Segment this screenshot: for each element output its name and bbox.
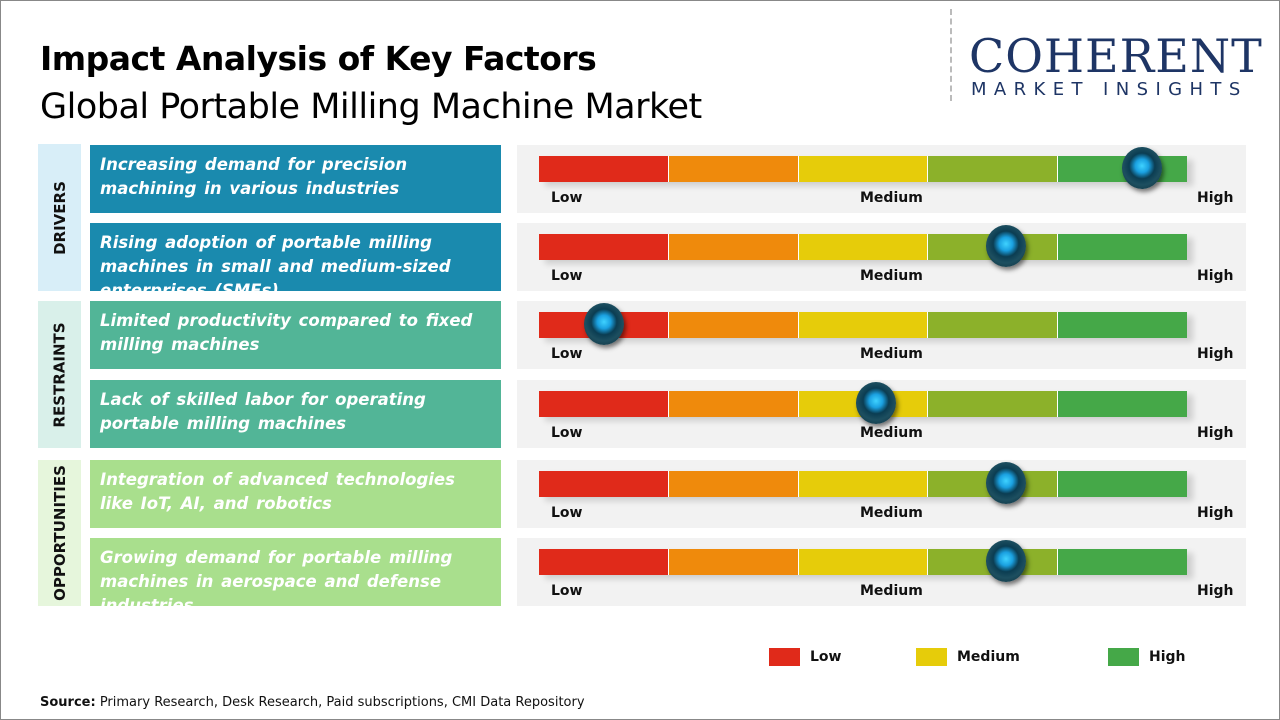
gauge-segment xyxy=(928,312,1059,338)
legend-swatch xyxy=(916,648,947,666)
legend-label: High xyxy=(1149,649,1186,665)
gauge-segment xyxy=(1058,471,1187,497)
gauge-segment xyxy=(668,312,799,338)
category-drivers: DRIVERS xyxy=(38,144,81,291)
gauge-segment xyxy=(798,234,929,260)
legend-label: Medium xyxy=(957,649,1020,665)
gauge-bar xyxy=(539,471,1187,497)
scale-label: Low xyxy=(551,425,583,441)
scale-label: High xyxy=(1197,268,1234,284)
impact-marker xyxy=(855,382,896,424)
impact-marker xyxy=(985,225,1026,267)
impact-marker xyxy=(985,540,1026,582)
gauge-segment xyxy=(539,549,669,575)
scale-label: Low xyxy=(551,190,583,206)
gauge-bar xyxy=(539,549,1187,575)
category-label: DRIVERS xyxy=(50,180,69,255)
scale-label: Medium xyxy=(860,268,923,284)
gauge-segment xyxy=(668,156,799,182)
gauge-segment xyxy=(539,391,669,417)
scale-label: High xyxy=(1197,190,1234,206)
impact-marker xyxy=(985,462,1026,504)
factor-text: Rising adoption of portable milling mach… xyxy=(90,223,501,300)
scale-label: Low xyxy=(551,268,583,284)
legend-medium: Medium xyxy=(916,648,1020,666)
impact-gauge: Low Medium High xyxy=(517,223,1246,291)
scale-label: Medium xyxy=(860,190,923,206)
scale-label: Low xyxy=(551,583,583,599)
impact-marker xyxy=(1121,147,1162,189)
gauge-segment xyxy=(1058,312,1187,338)
gauge-segment xyxy=(928,156,1059,182)
legend-high: High xyxy=(1108,648,1186,666)
scale-label: Low xyxy=(551,505,583,521)
impact-marker xyxy=(583,303,624,345)
factor-text: Increasing demand for precision machinin… xyxy=(90,145,501,213)
gauge-segment xyxy=(668,234,799,260)
gauge-segment xyxy=(539,234,669,260)
category-label: OPPORTUNITIES xyxy=(50,465,69,601)
gauge-segment xyxy=(539,471,669,497)
scale-label: Medium xyxy=(860,505,923,521)
scale-label: Low xyxy=(551,346,583,362)
logo: COHERENT xyxy=(969,29,1263,83)
legend-swatch xyxy=(1108,648,1139,666)
gauge-segment xyxy=(1058,391,1187,417)
scale-label: High xyxy=(1197,505,1234,521)
gauge-segment xyxy=(798,471,929,497)
logo-tagline: MARKET INSIGHTS xyxy=(971,79,1248,100)
legend-label: Low xyxy=(810,649,842,665)
scale-label: Medium xyxy=(860,346,923,362)
gauge-segment xyxy=(539,156,669,182)
gauge-segment xyxy=(668,391,799,417)
category-restraints: RESTRAINTS xyxy=(38,301,81,448)
category-label: RESTRAINTS xyxy=(50,321,69,428)
impact-gauge: Low Medium High xyxy=(517,538,1246,606)
page-title: Impact Analysis of Key Factors xyxy=(40,39,597,78)
category-opportunities: OPPORTUNITIES xyxy=(38,460,81,606)
source-label: Source: xyxy=(40,695,96,710)
scale-label: Medium xyxy=(860,583,923,599)
scale-label: High xyxy=(1197,583,1234,599)
scale-label: Medium xyxy=(860,425,923,441)
gauge-segment xyxy=(928,391,1059,417)
gauge-segment xyxy=(798,156,929,182)
factor-text: Growing demand for portable milling mach… xyxy=(90,538,501,615)
factor-text: Limited productivity compared to fixed m… xyxy=(90,301,501,369)
gauge-segment xyxy=(798,312,929,338)
impact-gauge: Low Medium High xyxy=(517,460,1246,528)
factor-text: Lack of skilled labor for operating port… xyxy=(90,380,501,448)
gauge-segment xyxy=(1058,549,1187,575)
gauge-segment xyxy=(668,471,799,497)
source-text: Primary Research, Desk Research, Paid su… xyxy=(95,695,585,710)
impact-gauge: Low Medium High xyxy=(517,145,1246,213)
logo-divider xyxy=(950,9,952,101)
gauge-segment xyxy=(1058,234,1187,260)
gauge-bar xyxy=(539,234,1187,260)
factor-text: Integration of advanced technologies lik… xyxy=(90,460,501,528)
impact-gauge: Low Medium High xyxy=(517,301,1246,369)
page-subtitle: Global Portable Milling Machine Market xyxy=(40,87,702,127)
scale-label: High xyxy=(1197,346,1234,362)
legend-low: Low xyxy=(769,648,841,666)
gauge-segment xyxy=(668,549,799,575)
source-note: Source: Primary Research, Desk Research,… xyxy=(40,695,585,710)
legend-swatch xyxy=(769,648,800,666)
gauge-bar xyxy=(539,156,1187,182)
impact-gauge: Low Medium High xyxy=(517,380,1246,448)
gauge-bar xyxy=(539,312,1187,338)
gauge-segment xyxy=(798,549,929,575)
scale-label: High xyxy=(1197,425,1234,441)
